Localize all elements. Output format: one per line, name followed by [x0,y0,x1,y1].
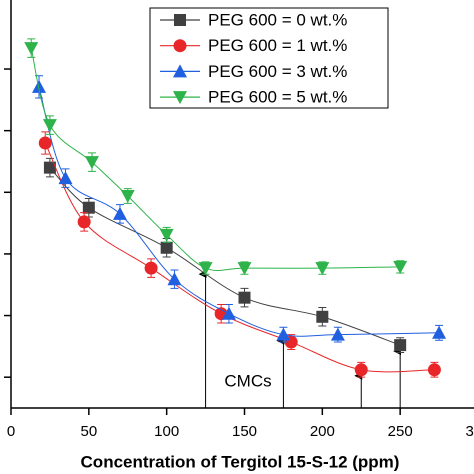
data-point [144,261,158,275]
data-point [276,327,291,341]
data-point [330,327,345,341]
legend-box [149,7,389,109]
data-point [160,241,173,254]
data-point [237,262,252,276]
data-point [354,363,368,377]
x-tick-label: 250 [388,423,413,440]
data-point [238,291,251,304]
fit-line [44,142,435,373]
data-point [82,201,95,214]
data-point [38,136,52,150]
legend: PEG 600 = 0 wt.% PEG 600 = 1 wt.% PEG 600 … [149,7,389,109]
data-point [43,161,56,174]
data-point [24,42,39,56]
data-point [393,260,408,274]
x-axis-label: Concentration of Tergitol 15-S-12 (ppm) [81,452,400,471]
data-point [432,325,447,339]
x-tick-label: 100 [154,423,179,440]
legend-marker [174,14,186,26]
x-tick-label: 50 [80,423,97,440]
x-tick-label: 0 [7,423,15,440]
data-point [159,228,174,242]
data-point [84,156,99,170]
data-point [315,262,330,276]
legend-marker [173,39,187,53]
annotation: CMCs [224,371,271,390]
data-point [120,189,135,203]
data-point [198,262,213,276]
data-point [394,339,407,352]
data-point [32,79,47,93]
legend-label: PEG 600 = 5 wt.% [208,88,347,107]
data-point [221,306,236,320]
x-tick-label: 300 [465,423,474,440]
legend-label: PEG 600 = 1 wt.% [208,36,347,55]
legend-label: PEG 600 = 0 wt.% [208,10,347,29]
data-point [58,171,73,185]
legend-label: PEG 600 = 3 wt.% [208,62,347,81]
data-point [427,363,441,377]
x-tick-label: 150 [232,423,257,440]
data-point [316,310,329,323]
x-tick-label: 200 [310,423,335,440]
data-point [167,272,182,286]
legend-marker [173,64,187,78]
legend-marker [173,91,187,105]
data-point [112,206,127,220]
data-point [77,215,91,229]
data-point [42,119,57,133]
